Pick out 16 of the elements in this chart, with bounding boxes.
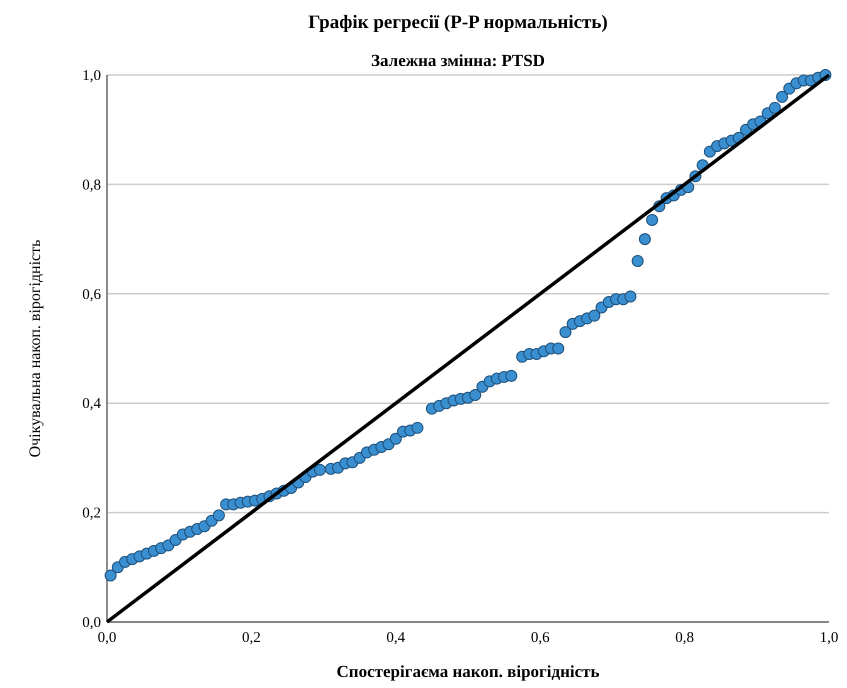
x-tick-label: 0,2 [242, 630, 261, 646]
y-tick-label: 1,0 [82, 68, 101, 84]
y-tick-label: 0,6 [82, 286, 102, 303]
x-tick-label: 0,6 [530, 630, 550, 646]
y-tick-label: 0,2 [82, 506, 101, 522]
chart-title: Графік регресії (P-P нормальність) [308, 12, 608, 33]
x-tick-label: 0,4 [386, 630, 406, 646]
y-tick-label: 0,0 [82, 615, 101, 631]
x-axis-title: Спостерігаєма накоп. вірогідність [336, 662, 600, 681]
y-tick-label: 0,4 [82, 396, 102, 412]
y-axis-title: Очікувальна накоп. вірогідність [27, 240, 44, 458]
x-tick-label: 1,0 [820, 630, 838, 646]
x-tick-label: 0,0 [98, 630, 116, 646]
chart-subtitle: Залежна змінна: PTSD [371, 51, 545, 70]
x-tick-label: 0,8 [675, 630, 694, 646]
y-tick-label: 0,8 [82, 177, 101, 194]
